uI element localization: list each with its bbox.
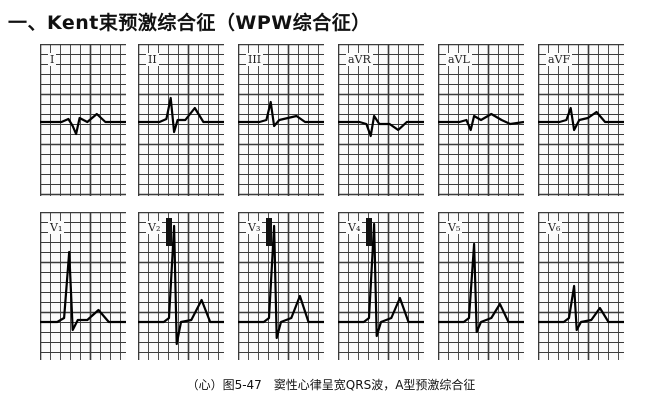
section-heading: 一、Kent束预激综合征（WPW综合征） bbox=[8, 12, 371, 34]
lead-label: aVF bbox=[546, 53, 573, 66]
ecg-trace bbox=[40, 250, 126, 332]
lead-label: II bbox=[146, 53, 159, 66]
ecg-lead-panel: V₃ bbox=[238, 212, 324, 360]
lead-label: V₄ bbox=[346, 221, 363, 234]
lead-label: aVR bbox=[346, 53, 373, 66]
ecg-lead-panel: aVL bbox=[438, 44, 524, 196]
ecg-trace bbox=[338, 222, 424, 338]
ecg-grid bbox=[40, 44, 126, 196]
ecg-grid bbox=[138, 44, 224, 196]
ecg-trace bbox=[438, 242, 524, 334]
ecg-trace bbox=[238, 224, 324, 340]
ecg-lead-panel: III bbox=[238, 44, 324, 196]
ecg-lead-panel: II bbox=[138, 44, 224, 196]
ecg-lead-panel: aVR bbox=[338, 44, 424, 196]
ecg-trace bbox=[138, 96, 224, 134]
ecg-grid bbox=[538, 44, 624, 196]
ecg-trace bbox=[438, 112, 524, 132]
lead-label: V₅ bbox=[446, 221, 463, 234]
ecg-lead-panel: aVF bbox=[538, 44, 624, 196]
ecg-grid bbox=[238, 44, 324, 196]
lead-label: V₂ bbox=[146, 221, 163, 234]
ecg-trace bbox=[40, 112, 126, 136]
ecg-trace bbox=[338, 114, 424, 138]
ecg-lead-panel: V₁ bbox=[40, 212, 126, 360]
ecg-trace bbox=[238, 100, 324, 128]
lead-label: V₁ bbox=[48, 221, 65, 234]
ecg-lead-panel: I bbox=[40, 44, 126, 196]
lead-label: V₆ bbox=[546, 221, 563, 234]
ecg-lead-panel: V₂ bbox=[138, 212, 224, 360]
calibration-mark bbox=[366, 218, 372, 246]
ecg-lead-panel: V₆ bbox=[538, 212, 624, 360]
ecg-grid bbox=[138, 212, 224, 360]
ecg-grid bbox=[238, 212, 324, 360]
ecg-trace bbox=[138, 224, 224, 346]
lead-label: I bbox=[48, 53, 57, 66]
ecg-lead-panel: V₅ bbox=[438, 212, 524, 360]
ecg-trace bbox=[538, 106, 624, 132]
ecg-grid bbox=[438, 44, 524, 196]
calibration-mark bbox=[266, 218, 272, 246]
lead-label: V₃ bbox=[246, 221, 263, 234]
lead-label: aVL bbox=[446, 53, 472, 66]
ecg-grid bbox=[40, 212, 126, 360]
ecg-grid bbox=[338, 212, 424, 360]
ecg-grid bbox=[338, 44, 424, 196]
ecg-grid bbox=[438, 212, 524, 360]
ecg-lead-panel: V₄ bbox=[338, 212, 424, 360]
calibration-mark bbox=[166, 218, 172, 246]
figure-caption: （心）图5-47 窦性心律呈宽QRS波，A型预激综合征 bbox=[186, 378, 476, 392]
lead-label: III bbox=[246, 53, 264, 66]
ecg-grid bbox=[538, 212, 624, 360]
ecg-trace bbox=[538, 284, 624, 332]
